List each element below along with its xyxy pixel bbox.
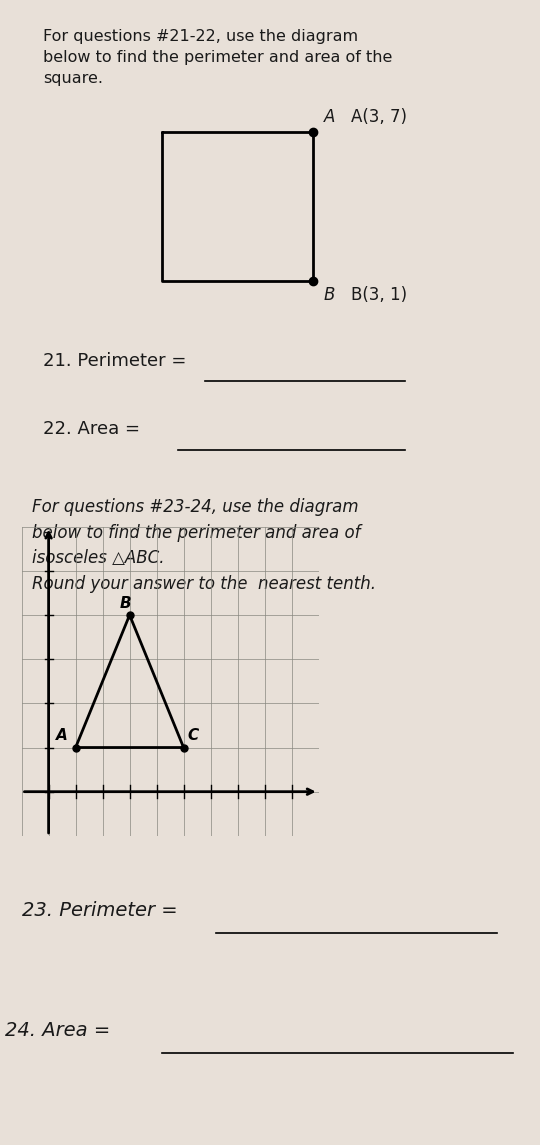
Text: 23. Perimeter =: 23. Perimeter = [22, 901, 184, 919]
Text: 24. Area =: 24. Area = [5, 1021, 117, 1040]
Text: B(3, 1): B(3, 1) [351, 286, 407, 305]
Text: A: A [56, 728, 68, 743]
Text: 21. Perimeter =: 21. Perimeter = [43, 352, 192, 370]
Text: C: C [188, 728, 199, 743]
Text: For questions #23-24, use the diagram
below to find the perimeter and area of
is: For questions #23-24, use the diagram be… [32, 498, 376, 593]
Text: For questions #21-22, use the diagram
below to find the perimeter and area of th: For questions #21-22, use the diagram be… [43, 29, 393, 86]
Text: A: A [324, 108, 335, 126]
Text: B: B [324, 286, 335, 305]
Text: B: B [120, 595, 131, 610]
Text: A(3, 7): A(3, 7) [351, 108, 407, 126]
Text: 22. Area =: 22. Area = [43, 420, 146, 439]
